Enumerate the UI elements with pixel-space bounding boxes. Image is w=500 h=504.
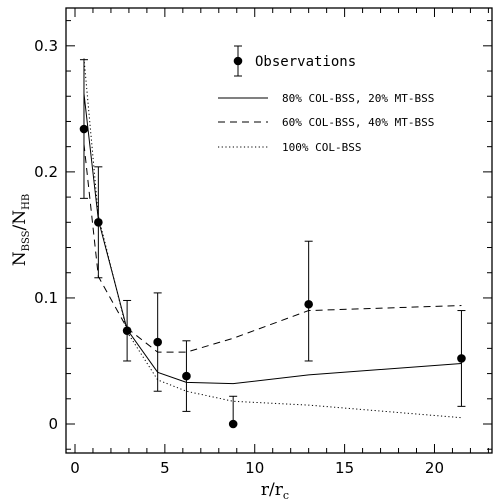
- x-tick-label: 5: [160, 459, 170, 477]
- x-tick-label: 15: [335, 459, 354, 477]
- observation-point: [122, 326, 132, 336]
- legend-label: 100% COL-BSS: [282, 141, 361, 154]
- legend-obs-marker: [233, 56, 243, 66]
- legend-obs-label: Observations: [255, 54, 356, 70]
- y-tick-label: 0.3: [34, 37, 58, 55]
- ticks: [66, 8, 492, 453]
- observation-point: [94, 218, 103, 227]
- observation-point: [228, 419, 238, 429]
- observation-point: [182, 371, 191, 381]
- y-tick-label: 0.2: [34, 163, 58, 181]
- x-tick-label: 10: [245, 459, 264, 477]
- legend-label: 80% COL-BSS, 20% MT-BSS: [282, 92, 434, 105]
- series-line-solid: [83, 93, 462, 385]
- plot-frame: [65, 7, 493, 454]
- series-line-dotted: [83, 58, 462, 419]
- y-tick-label: 0.1: [34, 289, 58, 307]
- legend: Observations 80% COL-BSS, 20% MT-BSS 60% C…: [218, 45, 434, 154]
- tick-labels: 0 5 10 15 20 0 0.1 0.2 0.3: [34, 37, 444, 477]
- series-layer: [83, 58, 462, 419]
- observation-point: [457, 354, 466, 363]
- observation-point: [304, 299, 313, 309]
- observations-layer: [79, 59, 466, 429]
- series-line-dashed: [83, 144, 462, 353]
- x-tick-label: 20: [425, 459, 444, 477]
- y-axis-label: NBSS/NHB: [10, 194, 32, 266]
- legend-label: 60% COL-BSS, 40% MT-BSS: [282, 116, 434, 129]
- y-tick-label: 0: [48, 415, 58, 433]
- x-tick-label: 0: [70, 459, 80, 477]
- x-axis-label: r/rc: [261, 480, 289, 502]
- observation-point: [153, 337, 162, 347]
- observation-point: [79, 124, 89, 134]
